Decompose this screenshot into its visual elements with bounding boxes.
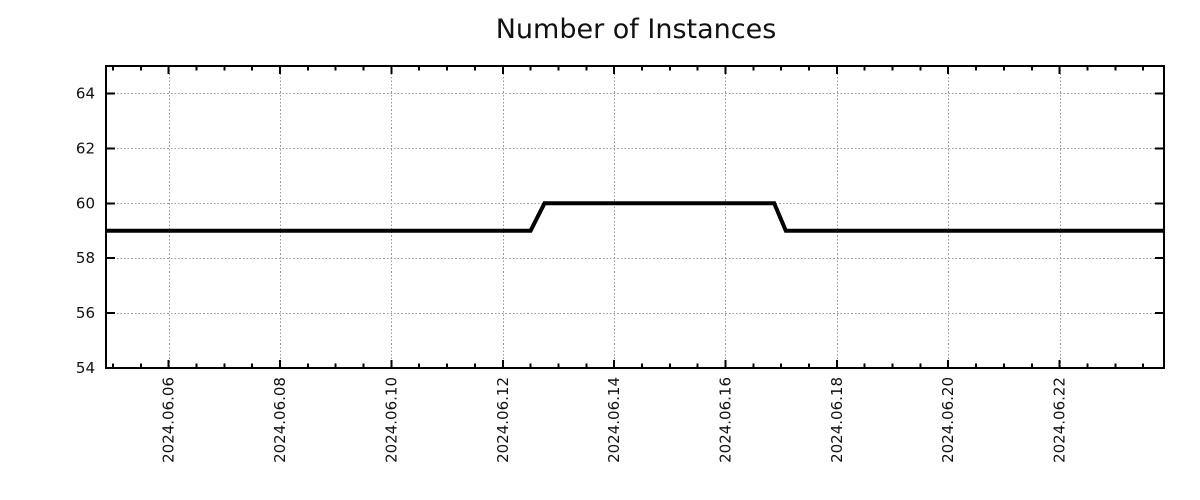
x-axis-tick-label: 2024.06.22	[1051, 377, 1069, 463]
x-axis-tick-label: 2024.06.18	[828, 377, 846, 463]
data-series	[106, 201, 1164, 233]
x-axis-tick-label: 2024.06.10	[382, 377, 400, 463]
axis-labels: 54 56 58 60 62 64 2024.06.06 2024.06.08 2024.06.…	[76, 84, 1069, 462]
x-axis-tick-label: 2024.06.20	[939, 377, 957, 463]
x-axis-tick-label: 2024.06.14	[605, 377, 623, 463]
plot-border-group	[105, 65, 1165, 369]
x-axis-tick-label: 2024.06.16	[716, 377, 734, 463]
y-axis-tick-label: 62	[76, 139, 95, 157]
chart-title: Number of Instances	[496, 14, 777, 45]
plot-border	[105, 65, 1165, 369]
gridlines	[106, 66, 1164, 368]
y-axis-tick-label: 64	[76, 84, 95, 102]
axis-ticks	[106, 66, 1164, 369]
x-axis-tick-label: 2024.06.12	[494, 377, 512, 463]
y-axis-tick-label: 60	[76, 194, 95, 212]
y-axis-tick-label: 54	[76, 359, 95, 377]
y-axis-tick-label: 58	[76, 249, 95, 267]
y-axis-tick-label: 56	[76, 304, 95, 322]
x-axis-tick-label: 2024.06.06	[160, 377, 178, 463]
data-line-instances	[106, 201, 1164, 233]
x-axis-tick-label: 2024.06.08	[271, 377, 289, 463]
